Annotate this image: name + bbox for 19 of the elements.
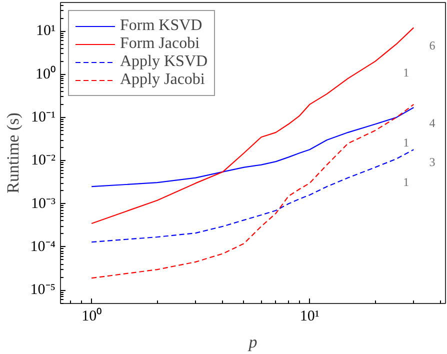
y-tick-label: 10⁻⁵: [30, 282, 56, 298]
annotation: 4: [429, 116, 436, 130]
x-axis-title: p: [248, 332, 258, 352]
y-tick-label: 10⁻¹: [31, 109, 56, 126]
annotation: 3: [429, 154, 436, 169]
annotation: 6: [429, 38, 436, 52]
y-tick-label: 10¹: [36, 23, 56, 40]
legend-label: Form KSVD: [120, 17, 202, 35]
y-axis-title: Runtime (s): [3, 112, 22, 194]
y-tick-label: 10⁻²: [31, 152, 56, 169]
annotation: 1: [403, 136, 410, 150]
annotation: 1: [403, 65, 410, 80]
legend-label: Form Jacobi: [120, 35, 200, 53]
annotation: 1: [403, 174, 410, 189]
y-tick-label: 10⁻³: [31, 196, 56, 212]
y-tick-label: 10⁰: [36, 65, 56, 82]
legend-label: Apply Jacobi: [120, 71, 205, 89]
y-tick-label: 10⁻⁴: [30, 238, 56, 255]
legend-label: Apply KSVD: [120, 53, 208, 71]
